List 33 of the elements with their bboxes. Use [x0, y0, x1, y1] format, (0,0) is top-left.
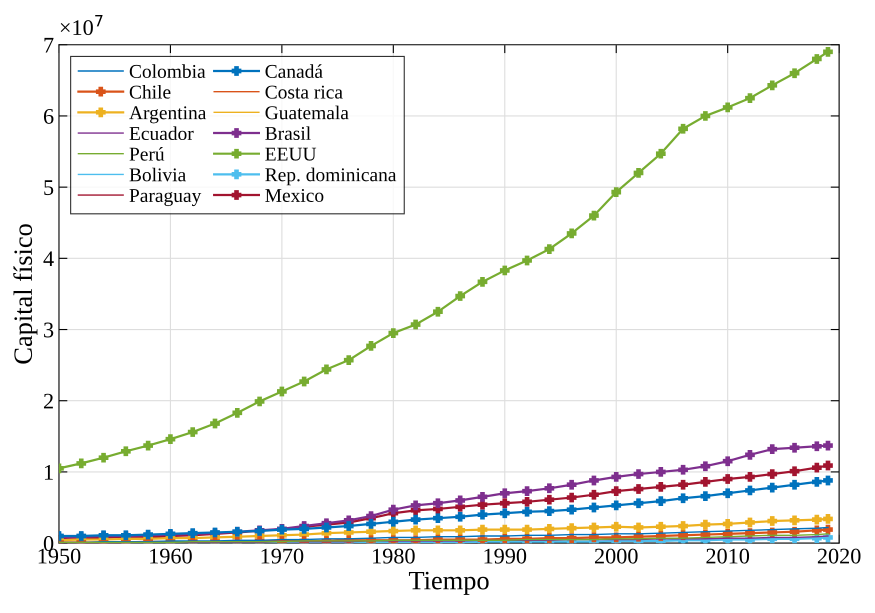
- x-tick-label: 2020: [818, 548, 860, 564]
- x-tick-label: 1960: [150, 548, 192, 564]
- text: ×10$^{7}$: [60, 15, 103, 36]
- legend-label: Mexico: [265, 188, 324, 202]
- legend-label: Argentina: [129, 106, 206, 124]
- x-tick-label: 2010: [706, 548, 750, 564]
- y-tick-label: 3: [44, 322, 54, 338]
- legend-label: Bolivia: [130, 168, 186, 182]
- legend-label: Colombia: [130, 64, 206, 78]
- legend-label: Paraguay: [130, 189, 202, 206]
- x-tick-label: 1970: [262, 548, 304, 564]
- legend-label: Chile: [130, 84, 170, 99]
- y-axis-title: Capital físico: [13, 224, 38, 364]
- x-tick-label: 1990: [484, 548, 526, 564]
- legend-label: Costa rica: [266, 86, 343, 99]
- x-tick-label: 1980: [373, 548, 415, 564]
- legend-label: Rep. dominicana: [265, 168, 396, 186]
- x-tick-label: 1950: [38, 548, 80, 564]
- legend-label: Ecuador: [130, 126, 194, 140]
- x-axis-title: Tiempo: [408, 572, 489, 595]
- y-tick-label: 2: [44, 394, 53, 408]
- legend-label: Perú: [130, 147, 164, 161]
- y-tick-label: 0: [44, 536, 54, 552]
- x-tick-label: 2000: [594, 548, 638, 564]
- y-tick-label: 4: [43, 251, 54, 266]
- y-tick-label: 1: [44, 464, 53, 480]
- legend-label: EEUU: [265, 148, 316, 161]
- legend-label: Canadá: [266, 64, 323, 78]
- y-tick-label: 6: [44, 108, 54, 124]
- legend-label: Brasil: [265, 126, 311, 140]
- y-tick-label: 5: [44, 180, 54, 196]
- y-tick-label: 7: [44, 38, 54, 52]
- legend-label: Guatemala: [266, 106, 349, 120]
